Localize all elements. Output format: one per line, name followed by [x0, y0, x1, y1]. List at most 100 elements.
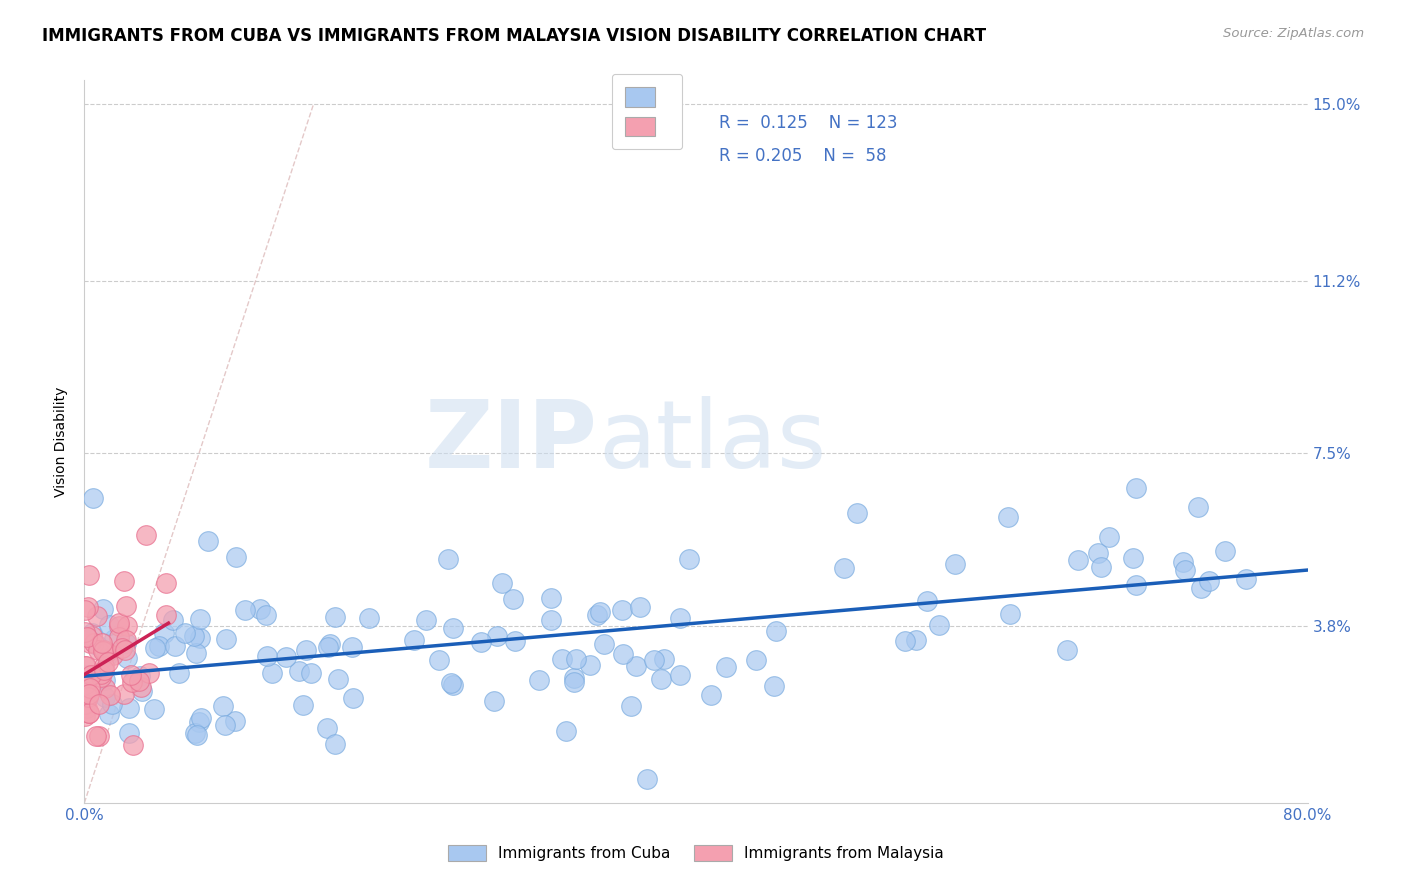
Point	[76, 630, 98, 644]
Point	[188, 631, 211, 645]
Point	[678, 552, 700, 566]
Point	[93, 643, 115, 657]
Text: Source: ZipAtlas.com: Source: ZipAtlas.com	[1223, 27, 1364, 40]
Point	[564, 651, 586, 665]
Point	[562, 671, 585, 685]
Point	[197, 533, 219, 548]
Point	[75, 603, 97, 617]
Point	[114, 642, 136, 657]
Point	[225, 550, 247, 565]
Point	[97, 707, 120, 722]
Point	[112, 574, 135, 588]
Point	[90, 670, 112, 684]
Point	[90, 667, 112, 681]
Point	[96, 645, 118, 659]
Point	[96, 655, 118, 669]
Point	[470, 635, 492, 649]
Point	[86, 729, 108, 743]
Point	[643, 653, 665, 667]
Point	[1189, 581, 1212, 595]
Point	[162, 613, 184, 627]
Text: ZIP: ZIP	[425, 395, 598, 488]
Point	[77, 690, 100, 705]
Point	[76, 701, 98, 715]
Point	[256, 649, 278, 664]
Point	[316, 721, 339, 735]
Y-axis label: Vision Disability: Vision Disability	[55, 386, 69, 497]
Point	[82, 491, 104, 505]
Point	[1098, 530, 1121, 544]
Point	[135, 528, 157, 542]
Point	[1198, 574, 1220, 589]
Point	[402, 632, 425, 647]
Point	[832, 561, 855, 575]
Point	[235, 603, 257, 617]
Point	[142, 702, 165, 716]
Point	[91, 644, 114, 658]
Point	[215, 632, 238, 647]
Point	[357, 611, 380, 625]
Point	[87, 642, 110, 657]
Point	[1187, 500, 1209, 514]
Point	[80, 667, 103, 681]
Point	[441, 677, 464, 691]
Point	[214, 718, 236, 732]
Point	[1067, 553, 1090, 567]
Point	[650, 672, 672, 686]
Point	[668, 668, 690, 682]
Point	[905, 633, 928, 648]
Point	[437, 551, 460, 566]
Point	[79, 668, 101, 682]
Point	[75, 659, 97, 673]
Point	[79, 668, 101, 682]
Point	[184, 726, 207, 740]
Point	[77, 568, 100, 582]
Point	[586, 607, 609, 622]
Point	[326, 672, 349, 686]
Point	[484, 694, 506, 708]
Point	[115, 599, 138, 613]
Point	[91, 636, 114, 650]
Point	[75, 625, 97, 640]
Point	[1174, 563, 1197, 577]
Point	[80, 626, 103, 640]
Text: IMMIGRANTS FROM CUBA VS IMMIGRANTS FROM MALAYSIA VISION DISABILITY CORRELATION C: IMMIGRANTS FROM CUBA VS IMMIGRANTS FROM …	[42, 27, 986, 45]
Point	[93, 663, 115, 677]
Point	[77, 687, 100, 701]
Point	[148, 639, 170, 653]
Point	[636, 772, 658, 787]
Point	[288, 664, 311, 678]
Point	[94, 673, 117, 687]
Point	[118, 725, 141, 739]
Point	[612, 647, 634, 661]
Point	[128, 673, 150, 688]
Point	[555, 724, 578, 739]
Point	[295, 643, 318, 657]
Point	[108, 619, 131, 633]
Legend: Immigrants from Cuba, Immigrants from Malaysia: Immigrants from Cuba, Immigrants from Ma…	[441, 839, 950, 867]
Point	[111, 641, 134, 656]
Point	[491, 576, 513, 591]
Point	[551, 652, 574, 666]
Point	[915, 593, 938, 607]
Point	[319, 637, 342, 651]
Point	[505, 633, 527, 648]
Point	[155, 576, 177, 591]
Text: R = 0.205    N =  58: R = 0.205 N = 58	[720, 147, 887, 165]
Point	[120, 668, 142, 682]
Point	[427, 653, 450, 667]
Point	[323, 610, 346, 624]
Point	[79, 636, 101, 650]
Point	[183, 628, 205, 642]
Point	[1236, 572, 1258, 586]
Point	[91, 602, 114, 616]
Point	[593, 637, 616, 651]
Point	[115, 635, 138, 649]
Point	[254, 607, 277, 622]
Point	[540, 613, 562, 627]
Point	[143, 641, 166, 656]
Point	[75, 659, 97, 673]
Point	[562, 675, 585, 690]
Point	[138, 665, 160, 680]
Point	[100, 697, 122, 711]
